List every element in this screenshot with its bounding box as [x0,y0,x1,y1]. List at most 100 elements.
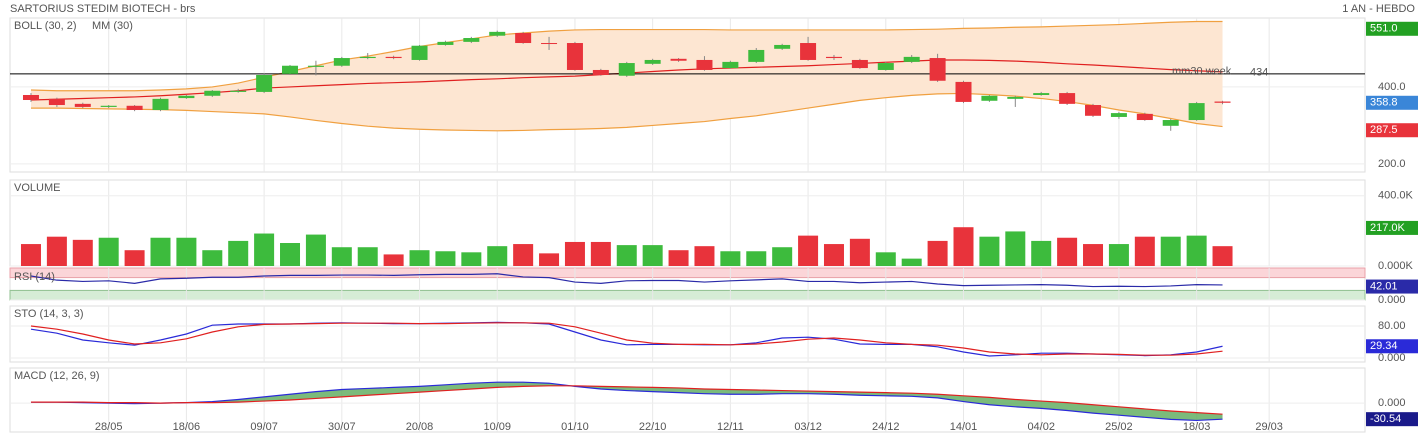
panel [9,367,1366,433]
value-marker [1366,279,1418,294]
candle-body [204,90,221,96]
candle-body [22,95,39,101]
volume-bar [875,252,896,266]
value-marker-label: -30.54 [1370,413,1401,425]
volume-bar [305,234,326,266]
candle-body [800,43,817,60]
x-tick-label: 10/09 [483,421,511,433]
volume-bar [823,244,844,266]
candle-body [1188,103,1205,121]
candle-body [981,95,998,101]
candle-body [333,58,350,66]
x-tick-label: 12/11 [717,421,744,433]
candle-body [282,65,299,74]
x-tick-label: 09/07 [250,421,278,433]
volume-bar [461,252,482,266]
candle-body [722,61,739,69]
candle-body [1136,113,1153,121]
volume-bar [927,240,948,266]
volume-bar [1134,236,1155,266]
volume-bar [668,250,689,266]
candle-body [955,81,972,102]
candle-body [1214,101,1231,103]
volume-bar [1031,240,1052,266]
period: 1 AN - HEBDO [1342,3,1415,15]
chart-title: SARTORIUS STEDIM BIOTECH - brs [10,3,196,15]
candle-body [178,95,195,99]
candle-body [100,105,117,107]
x-tick-label: 18/03 [1183,421,1211,433]
reference-name: mm30 week [1172,66,1232,78]
candle-body [230,90,247,92]
legend-boll: BOLL (30, 2) [14,20,77,32]
volume-bar [1057,237,1078,266]
candle-body [1033,93,1050,95]
candle-body [696,59,713,70]
value-marker-label: 42.01 [1370,280,1398,292]
volume-bar [124,250,145,266]
value-marker [1366,339,1418,354]
volume-bar [254,233,275,266]
volume-bar [98,237,119,266]
candle-body [411,45,428,60]
candle-body [463,38,480,42]
value-marker [1366,412,1418,427]
value-marker-label: 287.5 [1370,124,1398,136]
value-marker-label: 29.34 [1370,340,1398,352]
candle-body [929,58,946,81]
volume-bar [720,251,741,266]
value-marker [1366,123,1418,138]
y-tick-label: 80.00 [1378,320,1406,332]
rsi-line [30,273,1223,288]
value-marker-label: 551.0 [1370,23,1398,35]
candle-body [748,49,765,62]
candle-body [1007,96,1024,99]
volume-bar [280,243,301,266]
y-tick-label: 0.000 [1378,294,1406,306]
candle-body [670,58,687,61]
volume-bar [357,247,378,266]
volume-bar [694,246,715,266]
candle-body [1110,113,1127,117]
candle-body [489,31,506,36]
reference-label: 434 [1250,67,1268,79]
volume-bar [564,241,585,266]
candle-body [851,59,868,69]
volume-bar [1186,235,1207,266]
volume-bar [1005,231,1026,266]
x-tick-label: 20/08 [406,421,434,433]
volume-bar [72,239,93,266]
volume-bar [331,247,352,266]
volume-bar [435,251,456,266]
volume-bar [798,235,819,266]
candle-body [1162,120,1179,126]
volume-bar [383,254,404,266]
volume-bar [1108,244,1129,266]
candle-body [644,59,661,64]
y-tick-label: 0.000K [1378,260,1414,272]
candle-body [515,33,532,44]
candle-body [541,43,558,45]
y-tick-label: 400.0 [1378,81,1406,93]
volume-bar [513,244,534,266]
candle-body [618,63,635,76]
volume-bar [642,245,663,266]
candle-body [126,105,143,111]
candle-body [877,63,894,70]
volume-bar [616,245,637,266]
candle-body [307,65,324,67]
value-marker [1366,220,1418,235]
volume-bar [409,250,430,266]
volume-bar [953,227,974,266]
volume-bar [176,237,197,266]
panel-label: VOLUME [14,182,60,194]
candle-body [774,44,791,49]
volume-bar [1212,246,1233,266]
candle-body [566,43,583,70]
macd-line [30,381,1223,422]
value-marker-label: 217.0K [1370,222,1406,234]
volume-bar [20,244,41,266]
volume-bar [746,251,767,266]
candle-body [152,98,169,111]
